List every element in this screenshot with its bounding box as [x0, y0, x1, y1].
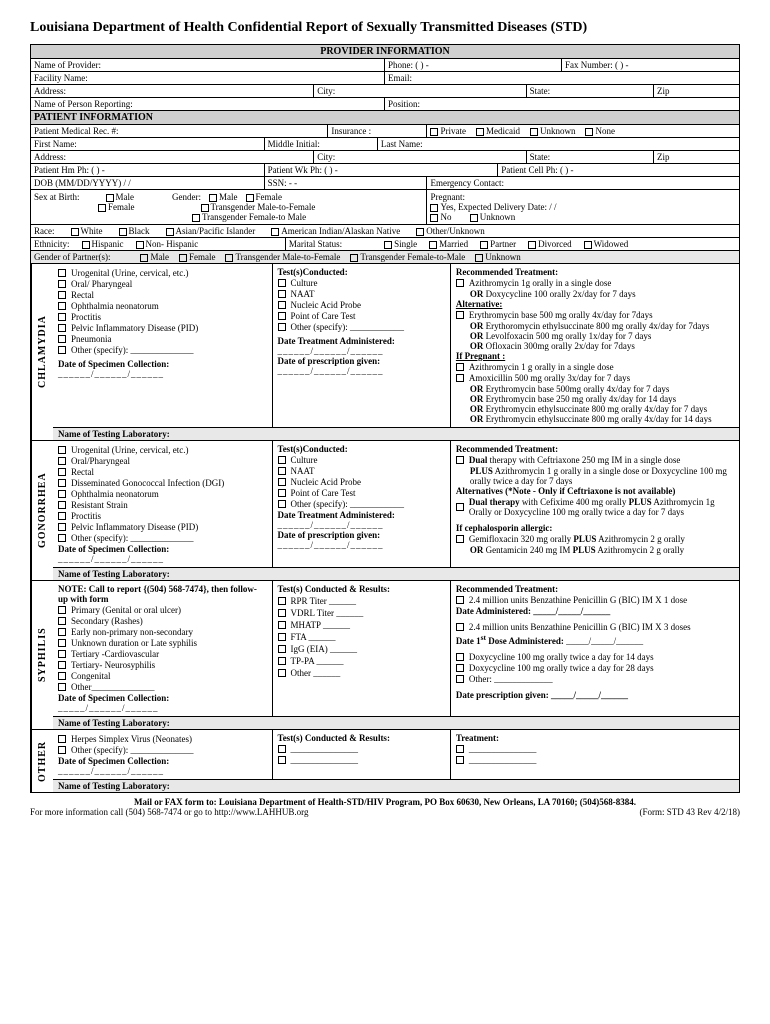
form-container: PROVIDER INFORMATION Name of Provider: P…	[30, 44, 740, 793]
position-label[interactable]: Position:	[385, 98, 739, 110]
other-treatment: Treatment: _______________ _____________…	[451, 730, 739, 779]
syphilis-lab-label[interactable]: Name of Testing Laboratory:	[53, 716, 739, 729]
gender-male-cb[interactable]	[209, 194, 217, 202]
m-married-cb[interactable]	[429, 241, 437, 249]
footer: Mail or FAX form to: Louisiana Departmen…	[30, 797, 740, 817]
chlamydia-lab-label[interactable]: Name of Testing Laboratory:	[53, 427, 739, 440]
syphilis-conditions: NOTE: Call to report {(504) 568-7474}, t…	[53, 581, 273, 716]
other-conditions: Herpes Simplex Virus (Neonates)Other (sp…	[53, 730, 273, 779]
other-tests: Test(s) Conducted & Results: ___________…	[273, 730, 451, 779]
gender-tmf-cb[interactable]	[201, 204, 209, 212]
insurance-options: Private Medicaid Unknown None	[427, 125, 739, 137]
reporter-label[interactable]: Name of Person Reporting:	[31, 98, 385, 110]
sex-female-cb[interactable]	[98, 204, 106, 212]
p-tmf-cb[interactable]	[225, 254, 233, 262]
ins-unknown-cb[interactable]	[530, 128, 538, 136]
patient-address-label[interactable]: Address:	[31, 151, 314, 163]
hmph-label[interactable]: Patient Hm Ph: ( ) -	[31, 164, 265, 176]
cellph-label[interactable]: Patient Cell Ph: ( ) -	[498, 164, 739, 176]
chlamydia-conditions: Urogenital (Urine, cervical, etc.)Oral/ …	[53, 264, 273, 427]
race-black-cb[interactable]	[119, 228, 127, 236]
gonorrhea-conditions: Urogenital (Urine, cervical, etc.)Oral/P…	[53, 441, 273, 567]
partner-gender-row: Gender of Partner(s): Male Female Transg…	[31, 251, 739, 263]
other-label: OTHER	[31, 730, 53, 792]
ins-medicaid-cb[interactable]	[476, 128, 484, 136]
race-aian-cb[interactable]	[271, 228, 279, 236]
gonorrhea-tests: Test(s)Conducted: CultureNAATNucleic Aci…	[273, 441, 451, 567]
provider-address-label[interactable]: Address:	[31, 85, 314, 97]
syphilis-section: SYPHILIS NOTE: Call to report {(504) 568…	[31, 581, 739, 730]
m-widowed-cb[interactable]	[584, 241, 592, 249]
p-tfm-cb[interactable]	[350, 254, 358, 262]
race-other-cb[interactable]	[416, 228, 424, 236]
gonorrhea-section: GONORRHEA Urogenital (Urine, cervical, e…	[31, 441, 739, 581]
syphilis-tests: Test(s) Conducted & Results: RPR Titer _…	[273, 581, 451, 716]
provider-fax-label[interactable]: Fax Number: ( ) -	[562, 59, 739, 71]
ethnicity-cell: Ethnicity: Hispanic Non- Hispanic	[31, 238, 286, 250]
lastname-label[interactable]: Last Name:	[378, 138, 739, 150]
insurance-label: Insurance :	[328, 125, 427, 137]
patient-header: PATIENT INFORMATION	[31, 111, 739, 125]
preg-unknown-cb[interactable]	[470, 214, 478, 222]
p-female-cb[interactable]	[179, 254, 187, 262]
ssn-label[interactable]: SSN: - -	[265, 177, 428, 189]
marital-cell: Marital Status: Single Married Partner D…	[286, 238, 739, 250]
provider-phone-label[interactable]: Phone: ( ) -	[385, 59, 562, 71]
race-api-cb[interactable]	[166, 228, 174, 236]
provider-city-label[interactable]: City:	[314, 85, 526, 97]
chlamydia-label: CHLAMYDIA	[31, 264, 53, 440]
race-row: Race: White Black Asian/Pacific Islander…	[31, 225, 739, 237]
emerg-label[interactable]: Emergency Contact:	[427, 177, 739, 189]
facility-label[interactable]: Facility Name:	[31, 72, 385, 84]
pregnant-cell: Pregnant: Yes, Expected Delivery Date: /…	[427, 190, 739, 224]
sex-male-cb[interactable]	[106, 194, 114, 202]
other-lab-label[interactable]: Name of Testing Laboratory:	[53, 779, 739, 792]
mi-label[interactable]: Middle Initial:	[265, 138, 378, 150]
eth-nonhisp-cb[interactable]	[136, 241, 144, 249]
wkph-label[interactable]: Patient Wk Ph: ( ) -	[265, 164, 499, 176]
p-unknown-cb[interactable]	[475, 254, 483, 262]
race-white-cb[interactable]	[71, 228, 79, 236]
provider-header: PROVIDER INFORMATION	[31, 45, 739, 59]
eth-hisp-cb[interactable]	[82, 241, 90, 249]
provider-state-label[interactable]: State:	[527, 85, 654, 97]
m-divorced-cb[interactable]	[528, 241, 536, 249]
provider-zip-label[interactable]: Zip	[654, 85, 739, 97]
gender-female-cb[interactable]	[246, 194, 254, 202]
chlamydia-treatment: Recommended Treatment: Azithromycin 1g o…	[451, 264, 739, 427]
patient-state-label[interactable]: State:	[527, 151, 654, 163]
ins-none-cb[interactable]	[585, 128, 593, 136]
firstname-label[interactable]: First Name:	[31, 138, 265, 150]
ins-private-cb[interactable]	[430, 128, 438, 136]
syphilis-treatment: Recommended Treatment: 2.4 million units…	[451, 581, 739, 716]
chlamydia-tests: Test(s)Conducted: CultureNAATNucleic Aci…	[273, 264, 451, 427]
email-label[interactable]: Email:	[385, 72, 739, 84]
gonorrhea-label: GONORRHEA	[31, 441, 53, 580]
chlamydia-section: CHLAMYDIA Urogenital (Urine, cervical, e…	[31, 264, 739, 441]
sex-gender-cell: Sex at Birth: Male Gender: Male Female F…	[31, 190, 427, 224]
provider-name-label[interactable]: Name of Provider:	[31, 59, 385, 71]
gonorrhea-lab-label[interactable]: Name of Testing Laboratory:	[53, 567, 739, 580]
gonorrhea-treatment: Recommended Treatment: Dual therapy with…	[451, 441, 739, 567]
patient-zip-label[interactable]: Zip	[654, 151, 739, 163]
patient-city-label[interactable]: City:	[314, 151, 526, 163]
medrec-label[interactable]: Patient Medical Rec. #:	[31, 125, 328, 137]
m-partner-cb[interactable]	[480, 241, 488, 249]
gender-tfm-cb[interactable]	[192, 214, 200, 222]
page-title: Louisiana Department of Health Confident…	[30, 20, 740, 36]
syphilis-label: SYPHILIS	[31, 581, 53, 729]
other-section: OTHER Herpes Simplex Virus (Neonates)Oth…	[31, 730, 739, 792]
preg-no-cb[interactable]	[430, 214, 438, 222]
m-single-cb[interactable]	[384, 241, 392, 249]
p-male-cb[interactable]	[140, 254, 148, 262]
preg-yes-cb[interactable]	[430, 204, 438, 212]
dob-label[interactable]: DOB (MM/DD/YYYY) / /	[31, 177, 265, 189]
